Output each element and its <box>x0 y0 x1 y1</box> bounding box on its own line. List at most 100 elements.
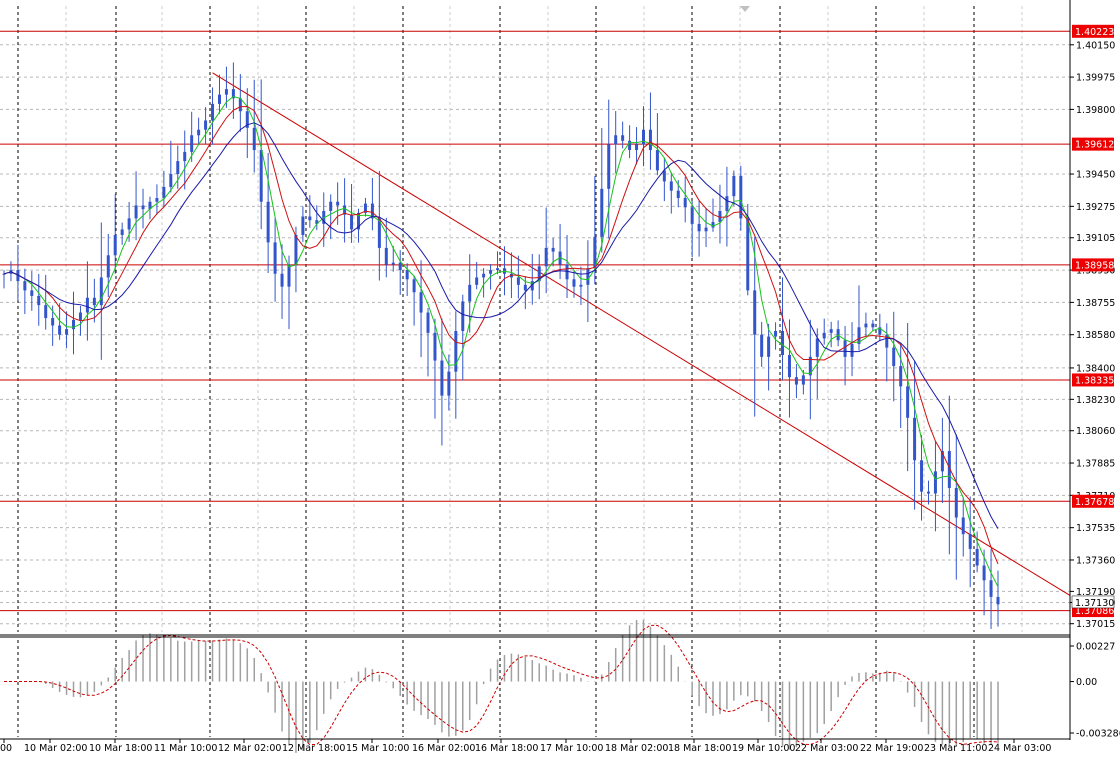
candle-body <box>516 277 520 285</box>
candle-body <box>148 201 152 210</box>
candle-body <box>635 144 639 151</box>
candle-body <box>113 234 117 256</box>
candle-body <box>363 203 367 213</box>
level-label: 1.37086 <box>1075 606 1114 617</box>
candle-body <box>461 301 465 332</box>
level-label: 1.37678 <box>1075 497 1114 508</box>
candle-body <box>357 212 361 230</box>
candle-body <box>23 281 27 291</box>
candle-body <box>294 234 298 265</box>
candle-body <box>614 135 618 145</box>
time-tick-label: 19 Mar 10:00 <box>732 743 795 754</box>
time-tick-label: 12 Mar 02:00 <box>218 743 281 754</box>
time-tick-label: 16 Mar 18:00 <box>475 743 538 754</box>
candle-body <box>475 277 479 285</box>
candle-body <box>940 451 944 472</box>
candle-body <box>878 327 882 335</box>
candle-body <box>419 292 423 313</box>
candle-body <box>273 242 277 274</box>
candle-body <box>739 175 743 219</box>
candle-body <box>850 343 854 357</box>
time-tick-label: 10 Mar 02:00 <box>24 743 87 754</box>
candle-body <box>781 331 785 356</box>
price-tick-label: 1.39275 <box>1076 202 1115 213</box>
candle-body <box>996 596 1000 605</box>
candle-body <box>829 329 833 333</box>
candle-body <box>871 323 875 328</box>
candle-body <box>565 264 569 280</box>
candle-body <box>447 371 451 396</box>
candle-body <box>760 334 764 357</box>
time-tick-label: 00 <box>0 743 12 754</box>
candle-body <box>913 417 917 461</box>
level-label-box <box>1072 258 1114 272</box>
shift-marker-icon <box>740 6 750 12</box>
candle-body <box>954 487 958 518</box>
time-tick-label: 11 Mar 10:00 <box>154 743 217 754</box>
candle-body <box>753 290 757 335</box>
candle-body <box>141 205 145 210</box>
candle-body <box>933 471 937 494</box>
candle-body <box>628 140 632 151</box>
time-tick-label: 18 Mar 02:00 <box>605 743 668 754</box>
candle-body <box>947 451 951 488</box>
time-tick-label: 22 Mar 19:00 <box>860 743 923 754</box>
level-label: 1.38958 <box>1075 260 1114 271</box>
level-label: 1.39612 <box>1075 140 1114 151</box>
candle-body <box>245 111 249 128</box>
candle-body <box>30 290 34 296</box>
price-tick-label: 1.39975 <box>1076 73 1115 84</box>
candle-body <box>454 331 458 372</box>
candle-body <box>885 334 889 348</box>
candle-body <box>815 338 819 357</box>
price-tick-label: 1.39450 <box>1076 170 1115 181</box>
level-label-box <box>1072 494 1114 508</box>
candle-body <box>787 355 791 378</box>
candle-body <box>127 218 131 230</box>
candle-body <box>169 174 173 187</box>
candle-body <box>683 198 687 208</box>
price-tick-label: 1.37885 <box>1076 459 1115 470</box>
candle-body <box>329 201 333 211</box>
candle-body <box>648 129 652 151</box>
candle-body <box>211 103 215 121</box>
candle-body <box>600 188 604 237</box>
candle-body <box>655 150 659 171</box>
price-tick-label: 1.37015 <box>1076 619 1115 630</box>
candle-body <box>690 207 694 224</box>
candle-body <box>204 120 208 130</box>
candle-body <box>767 336 771 357</box>
oscillator-tick-label: 0.00 <box>1076 677 1097 688</box>
candle-body <box>669 181 673 191</box>
candle-body <box>183 151 187 162</box>
candle-body <box>718 210 722 223</box>
candle-body <box>377 218 381 248</box>
candle-body <box>857 327 861 344</box>
candle-body <box>85 297 89 313</box>
level-label-box <box>1072 24 1114 38</box>
grid <box>0 6 1070 737</box>
horizontal-levels <box>0 30 1070 612</box>
candle-body <box>433 332 437 361</box>
time-tick-label: 12 Mar 18:00 <box>282 743 345 754</box>
candle-body <box>78 312 82 320</box>
candle-body <box>697 223 701 232</box>
trendline <box>212 72 1071 596</box>
time-tick-label: 10 Mar 18:00 <box>89 743 152 754</box>
ma-fast-line <box>3 95 999 588</box>
frame <box>0 0 1071 740</box>
candle-body <box>120 229 124 235</box>
candle-body <box>16 270 20 282</box>
candle-body <box>975 548 979 566</box>
candle-body <box>287 264 291 287</box>
candle-body <box>92 297 96 306</box>
price-tick-label: 1.38755 <box>1076 298 1115 309</box>
oscillator-tick-label: 0.00227 <box>1076 642 1115 653</box>
candle-body <box>572 279 576 287</box>
price-tick-label: 1.38060 <box>1076 426 1115 437</box>
price-tick-label: 1.40150 <box>1076 40 1115 51</box>
level-labels: 1.40223 1.39612 1.38958 1.38335 1.37678 1.370… <box>1071 24 1114 618</box>
candle-body <box>822 332 826 339</box>
